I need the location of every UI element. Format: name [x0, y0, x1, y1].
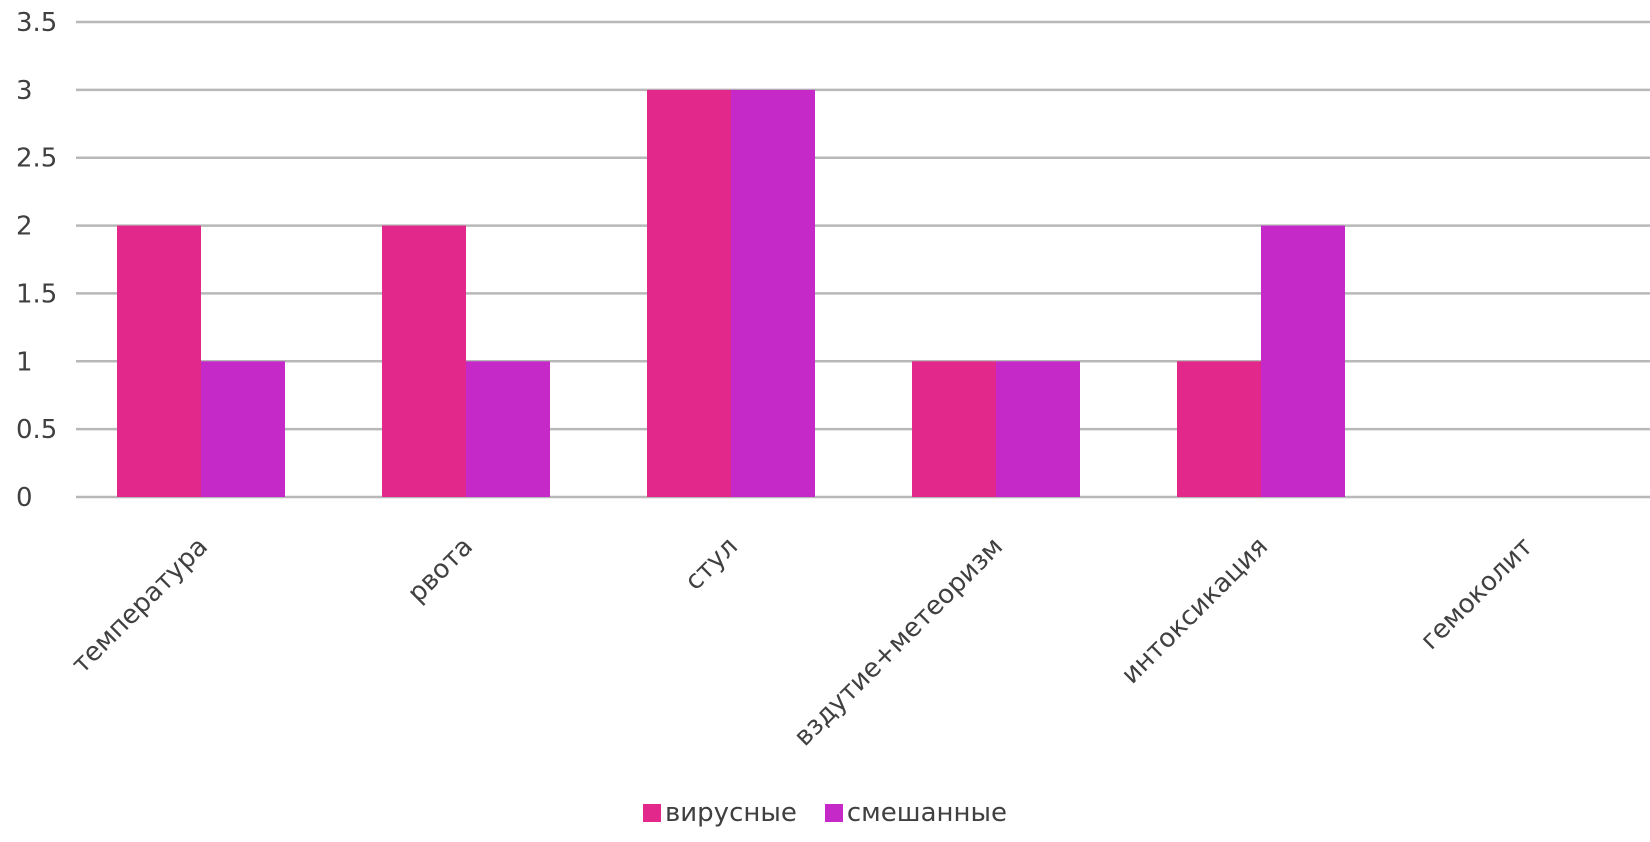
legend-label-virusnye: вирусные: [664, 798, 797, 828]
bar-virusnye: [1177, 361, 1261, 497]
y-tick-label: 3: [16, 76, 33, 106]
y-tick-label: 0: [16, 483, 33, 513]
legend-item-smeshannye: смешанные: [824, 798, 1008, 828]
legend-swatch-virusnye: [642, 804, 661, 822]
legend-swatch-smeshannye: [824, 804, 843, 822]
bar-smeshannye: [466, 361, 550, 497]
bar-smeshannye: [996, 361, 1080, 497]
bar-smeshannye: [1261, 225, 1345, 498]
x-tick-label: гемоколит: [1415, 532, 1539, 656]
x-axis-ticks: температура рвота стул вздутие+метеоризм инт…: [66, 532, 1539, 753]
legend-item-virusnye: вирусные: [642, 798, 797, 828]
bar-smeshannye: [731, 89, 815, 497]
bar-virusnye: [647, 89, 731, 497]
gridlines: [76, 20, 1650, 499]
y-tick-label: 1.5: [16, 279, 57, 309]
bar-virusnye: [912, 361, 996, 497]
x-tick-label: интоксикация: [1116, 532, 1274, 690]
y-tick-label: 1: [16, 347, 33, 377]
bars: [117, 89, 1345, 498]
y-tick-label: 2.5: [16, 144, 57, 174]
x-tick-label: вздутие+метеоризм: [788, 532, 1009, 753]
y-axis-ticks: 0 0.5 1 1.5 2 2.5 3 3.5: [16, 8, 57, 513]
y-tick-label: 3.5: [16, 8, 57, 38]
legend-label-smeshannye: смешанные: [846, 798, 1008, 828]
y-tick-label: 0.5: [16, 415, 57, 445]
x-tick-label: рвота: [402, 532, 479, 609]
x-tick-label: температура: [66, 532, 214, 680]
bar-smeshannye: [201, 361, 285, 497]
x-tick-label: стул: [679, 532, 744, 597]
y-tick-label: 2: [16, 212, 33, 242]
legend: вирусные смешанные: [0, 798, 1650, 828]
bar-virusnye: [117, 225, 201, 498]
bar-virusnye: [382, 225, 466, 498]
